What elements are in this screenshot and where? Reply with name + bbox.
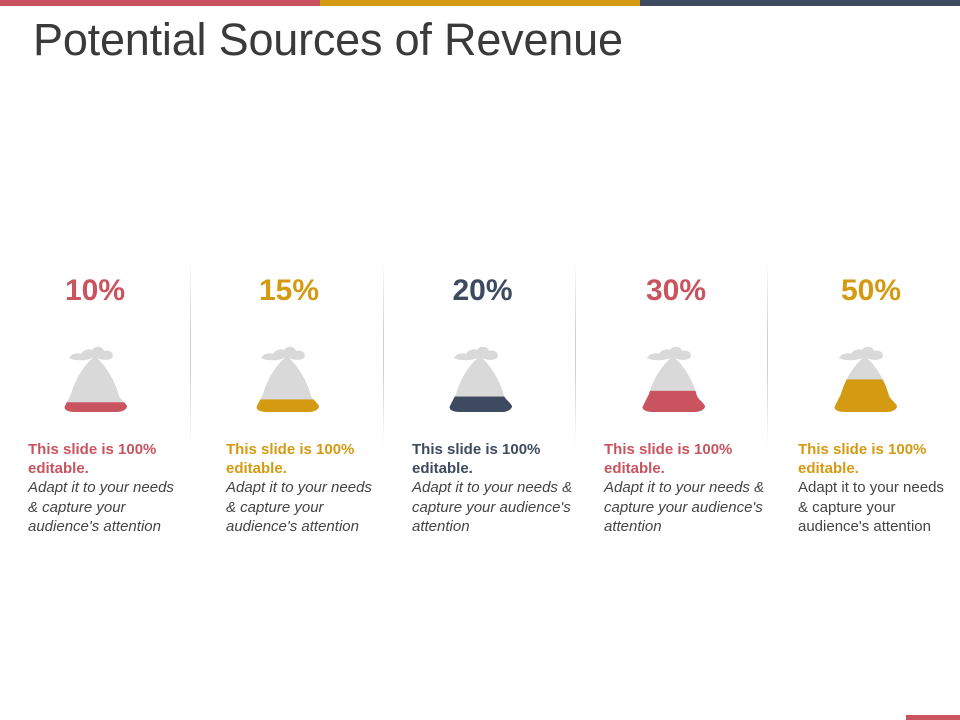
- money-bag-icon: [61, 336, 131, 416]
- top-stripe-red: [0, 0, 320, 6]
- corner-accent: [906, 715, 960, 720]
- revenue-source-card: 50% This slide is 100% editable. Adapt i…: [768, 0, 960, 720]
- percentage-label: 15%: [258, 274, 320, 307]
- description-headline: This slide is 100% editable.: [412, 441, 541, 478]
- money-bag-fill-level: [449, 396, 512, 413]
- percentage-label: 30%: [645, 274, 707, 307]
- column-divider: [190, 258, 191, 448]
- column-divider: [575, 258, 576, 448]
- column-divider: [767, 258, 768, 448]
- money-bag-outline: [449, 346, 512, 412]
- money-bag-fill-level: [642, 390, 705, 413]
- money-bag-outline: [64, 346, 127, 412]
- money-bag-svg: [642, 346, 705, 413]
- revenue-source-card: 30% This slide is 100% editable. Adapt i…: [576, 0, 767, 720]
- source-description: This slide is 100% editable. Adapt it to…: [226, 440, 376, 536]
- description-headline: This slide is 100% editable.: [28, 441, 157, 478]
- column-divider: [383, 258, 384, 448]
- money-bag-fill-level: [64, 402, 127, 413]
- source-description: This slide is 100% editable. Adapt it to…: [28, 440, 188, 536]
- revenue-source-card: 10% This slide is 100% editable. Adapt i…: [0, 0, 190, 720]
- revenue-source-card: 20% This slide is 100% editable. Adapt i…: [384, 0, 575, 720]
- source-description: This slide is 100% editable. Adapt it to…: [412, 440, 574, 536]
- money-bag-svg: [449, 346, 512, 413]
- description-headline: This slide is 100% editable.: [798, 441, 927, 478]
- percentage-label: 50%: [840, 274, 902, 307]
- money-bag-svg: [64, 346, 127, 413]
- revenue-source-card: 15% This slide is 100% editable. Adapt i…: [191, 0, 383, 720]
- money-bag-icon: [831, 336, 901, 416]
- source-description: This slide is 100% editable. Adapt it to…: [604, 440, 766, 536]
- percentage-label: 10%: [64, 274, 126, 307]
- money-bag-svg: [834, 346, 897, 413]
- description-body: Adapt it to your needs & capture your au…: [226, 479, 372, 535]
- top-stripe-gold: [320, 0, 640, 6]
- description-headline: This slide is 100% editable.: [226, 441, 355, 478]
- money-bag-fill-level: [834, 379, 897, 413]
- money-bag-icon: [639, 336, 709, 416]
- money-bag-outline: [256, 346, 319, 412]
- percentage-label: 20%: [452, 274, 513, 307]
- source-description: This slide is 100% editable. Adapt it to…: [798, 440, 956, 536]
- description-body: Adapt it to your needs & capture your au…: [412, 479, 573, 535]
- description-headline: This slide is 100% editable.: [604, 441, 733, 478]
- money-bag-svg: [256, 346, 319, 413]
- description-body: Adapt it to your needs & capture your au…: [604, 479, 765, 535]
- money-bag-fill-level: [256, 399, 319, 413]
- money-bag-icon: [446, 336, 516, 416]
- slide-title: Potential Sources of Revenue: [33, 14, 623, 65]
- top-stripe-navy: [640, 0, 960, 6]
- description-body: Adapt it to your needs & capture your au…: [28, 479, 174, 535]
- money-bag-icon: [253, 336, 323, 416]
- description-body: Adapt it to your needs & capture your au…: [798, 479, 944, 535]
